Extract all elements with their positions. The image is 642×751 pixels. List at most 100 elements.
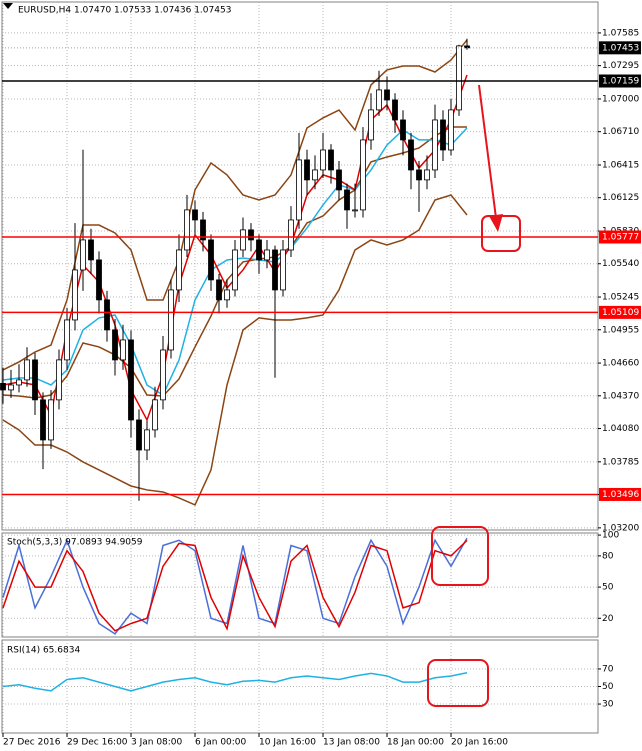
- candle-body: [328, 149, 334, 171]
- candle-body: [128, 339, 134, 421]
- main-panel: [1, 1, 599, 531]
- candle-body: [208, 239, 214, 281]
- y-tick-label: 1.05540: [602, 259, 639, 269]
- candle-body: [80, 239, 86, 271]
- candle-body: [456, 45, 462, 111]
- candle-body: [136, 419, 142, 451]
- rsi-title: RSI(14) 65.6834: [7, 646, 80, 656]
- y-tick-label: 30: [602, 700, 614, 710]
- candle-body: [232, 249, 238, 291]
- candle-body: [240, 229, 246, 251]
- candle-body: [360, 139, 366, 211]
- y-tick-label: 1.03200: [602, 523, 639, 533]
- candle-body: [16, 379, 22, 386]
- y-tick-label: 1.07000: [602, 94, 639, 104]
- candle-body: [408, 139, 414, 171]
- candle-body: [120, 339, 126, 361]
- y-tick-label: 70: [602, 664, 614, 674]
- candle-body: [64, 319, 70, 361]
- level-label-box: [599, 487, 641, 501]
- candle-body: [184, 209, 190, 251]
- candle-body: [8, 384, 14, 391]
- candle-body: [376, 89, 382, 111]
- candle-body: [192, 209, 198, 221]
- x-tick-label: 20 Jan 16:00: [451, 738, 508, 748]
- stoch-title: Stoch(5,3,3) 97.0893 94.9059: [7, 538, 143, 548]
- candle-body: [448, 109, 454, 151]
- candle-body: [32, 359, 38, 401]
- candle-body: [400, 119, 406, 141]
- candle-body: [384, 89, 390, 101]
- candle-body: [200, 219, 206, 241]
- candle-body: [296, 159, 302, 221]
- candle-body: [424, 169, 430, 181]
- candle-body: [320, 149, 326, 171]
- x-tick-label: 13 Jan 08:00: [323, 738, 380, 748]
- candle-body: [160, 349, 166, 401]
- candle-body: [216, 279, 222, 301]
- candle-body: [272, 249, 278, 291]
- y-tick-label: 1.07585: [602, 28, 639, 38]
- y-tick-label: 1.06125: [602, 193, 639, 203]
- level-label: 1.05109: [602, 308, 639, 318]
- y-tick-label: 1.06710: [602, 127, 639, 137]
- candle-body: [24, 359, 30, 381]
- candle-body: [112, 329, 118, 361]
- candle-body: [416, 169, 422, 181]
- candle-body: [432, 119, 438, 171]
- candle-body: [0, 382, 6, 391]
- price-label-box: [599, 41, 641, 55]
- y-tick-label: 1.05245: [602, 293, 639, 303]
- candle-body: [440, 119, 446, 151]
- y-tick-label: 100: [602, 531, 619, 541]
- y-tick-label: 20: [602, 614, 614, 624]
- level-label-box: [599, 230, 641, 244]
- candle-body: [344, 189, 350, 211]
- candle-body: [96, 259, 102, 301]
- arrow-head: [489, 214, 503, 232]
- indicator-line: [2, 194, 468, 506]
- candle-body: [224, 289, 230, 301]
- candle-body: [312, 169, 318, 181]
- candle-body: [88, 239, 94, 261]
- indicator-line: [2, 539, 468, 632]
- candle-body: [56, 359, 62, 401]
- x-tick-label: 6 Jan 00:00: [195, 738, 247, 748]
- candle-body: [264, 249, 270, 261]
- candle-body: [288, 219, 294, 251]
- candle-body: [352, 209, 358, 212]
- level-label: 1.05777: [602, 232, 639, 242]
- level-label: 1.03496: [602, 490, 639, 500]
- x-tick-label: 10 Jan 16:00: [259, 738, 316, 748]
- candle-body: [48, 399, 54, 441]
- y-tick-label: 50: [602, 682, 614, 692]
- y-tick-label: 1.04660: [602, 359, 639, 369]
- rsi-highlight: [427, 659, 489, 707]
- y-tick-label: 1.04080: [602, 424, 639, 434]
- chart-title: EURUSD,H4 1.07470 1.07533 1.07436 1.0745…: [18, 6, 231, 16]
- indicator-line: [2, 39, 468, 371]
- candle-body: [304, 159, 310, 181]
- level-label-box: [599, 74, 641, 88]
- x-tick-label: 3 Jan 08:00: [131, 738, 183, 748]
- price-label: 1.07453: [602, 43, 639, 53]
- stoch-panel: [1, 532, 599, 638]
- dropdown-icon: [3, 3, 13, 9]
- y-tick-label: 80: [602, 551, 614, 561]
- candle-body: [168, 289, 174, 351]
- level-label: 1.07159: [602, 77, 639, 87]
- y-tick-label: 1.06415: [602, 160, 639, 170]
- candle-body: [368, 109, 374, 141]
- level-label-box: [599, 305, 641, 319]
- candle-body: [72, 269, 78, 321]
- x-tick-label: 18 Jan 00:00: [387, 738, 444, 748]
- candle-body: [104, 299, 110, 331]
- candle-body: [280, 249, 286, 291]
- candle-body: [336, 169, 342, 191]
- indicator-line: [2, 537, 468, 635]
- stoch-highlight: [431, 526, 489, 586]
- annotations: [427, 84, 521, 707]
- y-tick-label: 1.04955: [602, 325, 639, 335]
